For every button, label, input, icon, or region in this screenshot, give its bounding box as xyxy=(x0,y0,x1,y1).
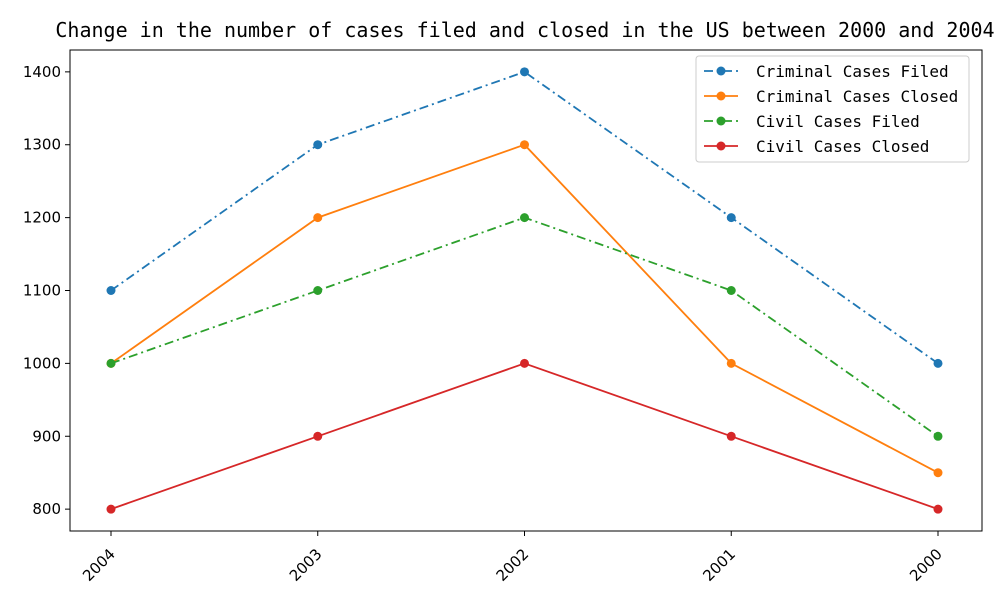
data-point xyxy=(313,213,323,223)
data-point xyxy=(313,140,323,150)
data-point xyxy=(726,431,736,441)
data-point xyxy=(106,358,116,368)
y-tick-label: 1400 xyxy=(23,63,61,81)
x-tick-label: 2001 xyxy=(699,545,739,585)
y-tick-label: 1300 xyxy=(23,136,61,154)
legend-marker xyxy=(716,91,726,101)
legend: Criminal Cases Filed Criminal Cases Close… xyxy=(695,55,970,163)
data-point xyxy=(726,213,736,223)
legend-item: Civil Cases Closed xyxy=(704,137,929,156)
chart-title: Change in the number of cases filed and … xyxy=(55,18,994,42)
legend-box xyxy=(695,55,970,163)
series-2 xyxy=(106,213,943,441)
legend-label: Criminal Cases Closed xyxy=(756,87,958,106)
x-tick-label: 2003 xyxy=(286,545,326,585)
series-3 xyxy=(106,358,943,514)
data-point xyxy=(933,468,943,478)
legend-label: Civil Cases Closed xyxy=(756,137,929,156)
legend-marker xyxy=(716,116,726,126)
y-tick-label: 1100 xyxy=(23,282,61,300)
series-layer xyxy=(106,67,943,514)
data-point xyxy=(313,431,323,441)
y-axis: 800 900 1000 1100 1200 1300 1400 xyxy=(23,63,70,518)
y-tick-label: 800 xyxy=(32,500,61,518)
data-point xyxy=(106,504,116,514)
series-0 xyxy=(106,67,943,368)
data-point xyxy=(520,140,529,150)
x-tick-label: 2002 xyxy=(493,545,533,585)
data-point xyxy=(520,213,529,223)
legend-label: Criminal Cases Filed xyxy=(756,62,949,81)
legend-item: Civil Cases Filed xyxy=(704,112,920,131)
legend-item: Criminal Cases Closed xyxy=(704,87,958,106)
x-axis: 2004 2003 2002 2001 2000 xyxy=(79,531,946,585)
data-point xyxy=(726,358,736,368)
data-point xyxy=(520,67,529,77)
y-tick-label: 1200 xyxy=(23,209,61,227)
y-tick-label: 900 xyxy=(32,427,61,445)
legend-label: Civil Cases Filed xyxy=(756,112,920,131)
data-point xyxy=(933,358,943,368)
data-point xyxy=(106,286,116,295)
data-point xyxy=(313,286,323,295)
y-tick-label: 1000 xyxy=(23,354,61,372)
x-tick-label: 2000 xyxy=(906,545,946,585)
legend-marker xyxy=(716,66,726,76)
data-point xyxy=(520,358,529,368)
legend-item: Criminal Cases Filed xyxy=(704,62,949,81)
data-point xyxy=(933,504,943,514)
data-point xyxy=(726,286,736,295)
data-point xyxy=(933,431,943,441)
x-tick-label: 2004 xyxy=(79,545,119,585)
legend-marker xyxy=(716,141,726,151)
